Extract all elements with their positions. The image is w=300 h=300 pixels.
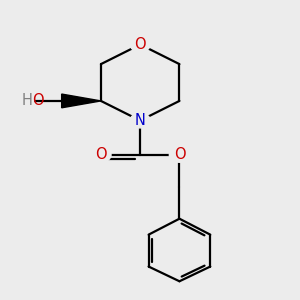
Text: O: O: [174, 147, 185, 162]
Text: O: O: [32, 93, 44, 108]
Polygon shape: [62, 94, 101, 108]
Ellipse shape: [169, 148, 190, 162]
Ellipse shape: [91, 148, 111, 162]
Text: O: O: [95, 147, 107, 162]
Ellipse shape: [130, 37, 150, 52]
Text: O: O: [134, 37, 146, 52]
Text: N: N: [135, 113, 146, 128]
Ellipse shape: [22, 94, 34, 108]
Ellipse shape: [130, 113, 150, 128]
Text: H: H: [21, 93, 32, 108]
